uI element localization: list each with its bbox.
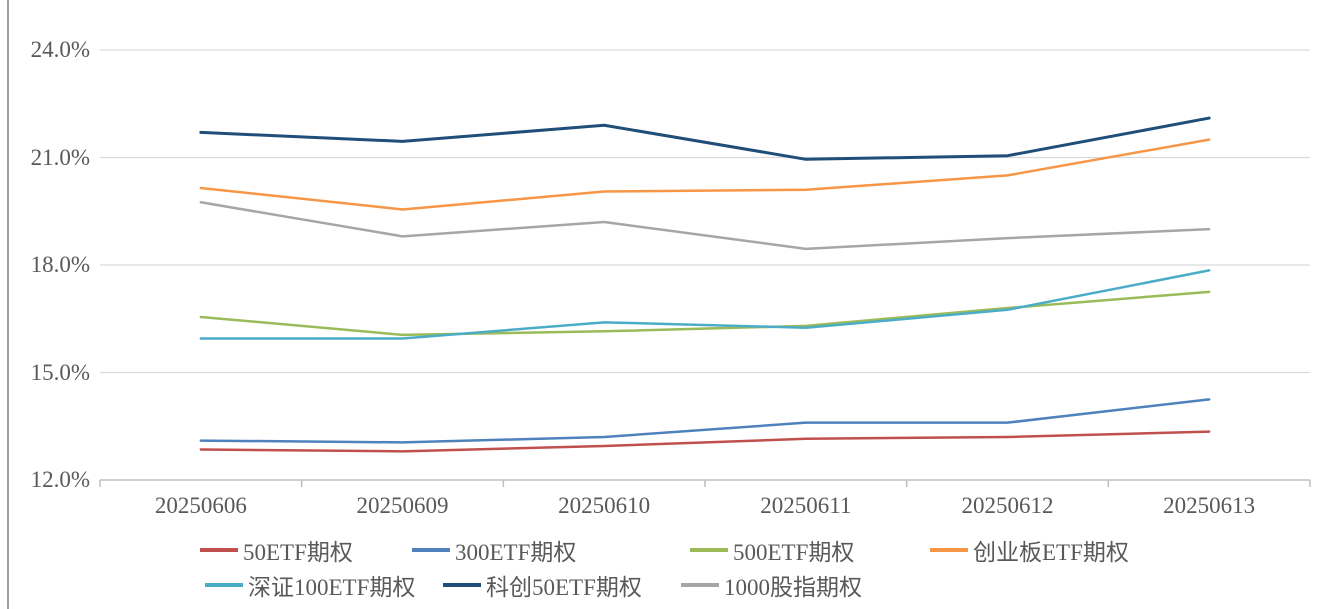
y-axis-tick-label: 12.0% (30, 467, 90, 492)
x-axis-tick-label: 20250610 (558, 493, 651, 518)
legend-label: 300ETF期权 (455, 540, 577, 565)
legend-label: 500ETF期权 (733, 540, 855, 565)
legend-label: 创业板ETF期权 (973, 540, 1129, 565)
x-axis-tick-label: 20250611 (760, 493, 852, 518)
legend-label: 50ETF期权 (243, 540, 353, 565)
legend-line-marker (681, 583, 719, 587)
x-axis-tick-label: 20250606 (154, 493, 247, 518)
y-axis-tick-label: 18.0% (30, 252, 90, 277)
x-axis-tick-label: 20250609 (356, 493, 449, 518)
legend-line-marker (412, 548, 450, 552)
legend-line-marker (205, 583, 243, 587)
series-line-1 (199, 398, 1211, 444)
series-line-6 (199, 201, 1211, 251)
legend-line-marker (200, 548, 238, 552)
x-axis-tick-label: 20250613 (1163, 493, 1256, 518)
legend-line-marker (690, 548, 728, 552)
series-line-4 (199, 269, 1211, 340)
legend-line-marker (443, 583, 481, 587)
series-line-2 (199, 290, 1211, 337)
series-line-0 (199, 430, 1211, 453)
legend-label: 科创50ETF期权 (486, 575, 642, 600)
legend-line-marker (930, 548, 968, 552)
legend-item-1: 300ETF期权 (412, 536, 577, 565)
legend-item-2: 500ETF期权 (690, 536, 855, 565)
legend-label: 深证100ETF期权 (248, 575, 416, 600)
legend-label: 1000股指期权 (724, 575, 862, 600)
legend-item-6: 1000股指期权 (681, 571, 862, 600)
legend-item-5: 科创50ETF期权 (443, 571, 642, 600)
legend-item-0: 50ETF期权 (200, 536, 353, 565)
y-axis-tick-label: 21.0% (30, 144, 90, 170)
series-line-3 (199, 138, 1211, 211)
legend-item-4: 深证100ETF期权 (205, 571, 416, 600)
series-line-5 (199, 116, 1211, 161)
y-axis-tick-label: 15.0% (30, 359, 90, 385)
y-axis-tick-label: 24.0% (30, 37, 90, 62)
legend-item-3: 创业板ETF期权 (930, 536, 1129, 565)
x-axis-tick-label: 20250612 (961, 493, 1054, 518)
